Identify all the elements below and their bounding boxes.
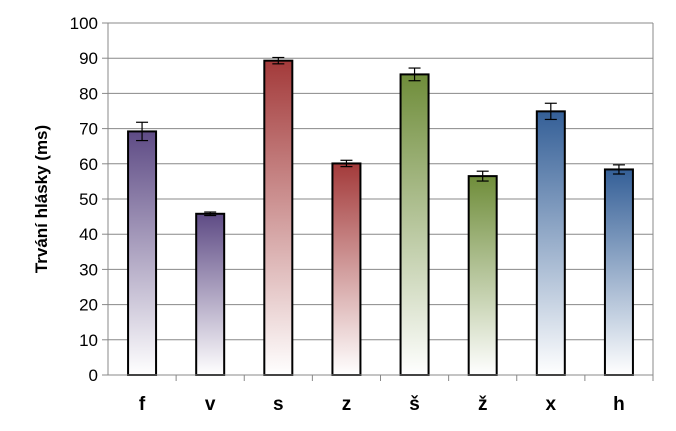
x-tick-label: x xyxy=(546,394,557,415)
x-tick-label: f xyxy=(139,394,146,415)
bar-f xyxy=(127,130,158,376)
error-bar-h xyxy=(612,164,625,175)
bars xyxy=(127,59,634,377)
y-tick-label: 40 xyxy=(79,225,98,244)
x-tick-label: ž xyxy=(478,394,488,415)
y-tick-label: 80 xyxy=(79,84,98,103)
x-tick-label: h xyxy=(613,394,625,415)
bar-v xyxy=(195,212,226,376)
y-axis-ticks: 0 10 20 30 40 50 60 70 80 90 100 xyxy=(70,14,108,385)
error-bar-v xyxy=(204,211,217,217)
x-tick-label: z xyxy=(342,394,352,415)
x-tick-label: v xyxy=(205,394,216,415)
x-tick-label: š xyxy=(409,394,420,415)
error-bars xyxy=(136,56,625,217)
y-tick-label: 20 xyxy=(79,296,98,315)
bar-z xyxy=(331,162,362,376)
bar-š xyxy=(399,73,430,376)
y-tick-label: 100 xyxy=(70,14,98,33)
y-tick-label: 60 xyxy=(79,155,98,174)
error-bar-x xyxy=(544,102,557,121)
error-bar-f xyxy=(136,121,149,142)
bar-ž xyxy=(467,175,498,376)
bar-x xyxy=(535,110,566,377)
y-tick-label: 0 xyxy=(89,366,98,385)
error-bar-s xyxy=(272,56,285,65)
y-axis-label: Trvání hlásky (ms) xyxy=(32,125,51,273)
error-bar-ž xyxy=(476,170,489,182)
y-tick-label: 90 xyxy=(79,49,98,68)
error-bar-z xyxy=(340,159,353,168)
y-tick-label: 10 xyxy=(79,331,98,350)
y-tick-label: 70 xyxy=(79,120,98,139)
bar-s xyxy=(263,59,294,376)
y-tick-label: 50 xyxy=(79,190,98,209)
gridlines xyxy=(108,22,653,376)
x-tick-label: s xyxy=(273,394,284,415)
error-bar-š xyxy=(408,67,421,82)
bar-h xyxy=(603,168,634,376)
y-tick-label: 30 xyxy=(79,260,98,279)
